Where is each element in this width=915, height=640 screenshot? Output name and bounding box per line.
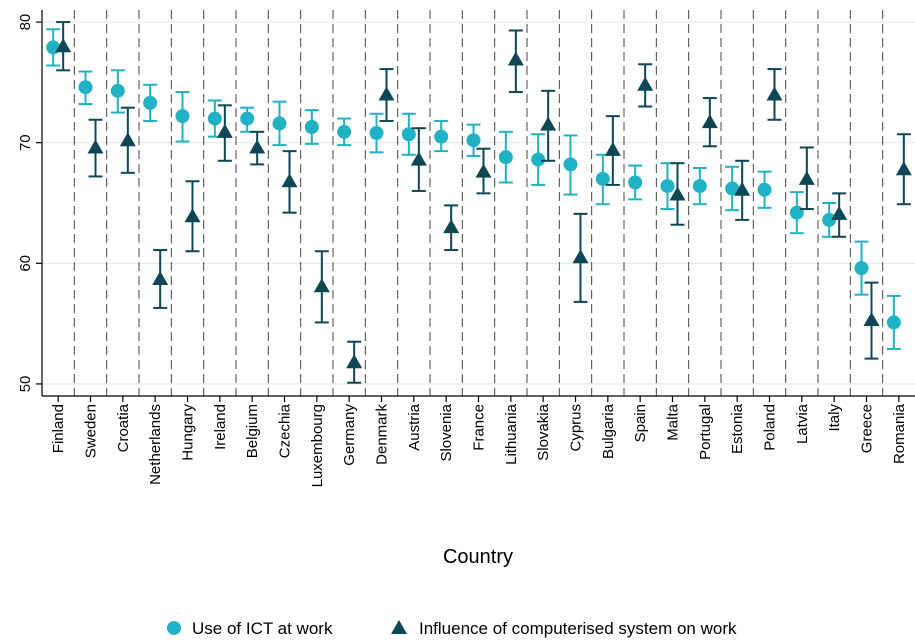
point-computerised-luxembourg	[313, 278, 330, 293]
gridlines	[42, 21, 915, 385]
point-ict-cyprus	[563, 157, 578, 172]
point-ict-ireland	[207, 111, 222, 126]
point-computerised-portugal	[701, 114, 718, 129]
point-ict-estonia	[725, 181, 740, 196]
x-tick-label-denmark: Denmark	[374, 404, 391, 465]
point-ict-austria	[401, 127, 416, 142]
x-tick-label-spain: Spain	[632, 404, 649, 442]
point-computerised-denmark	[378, 86, 395, 101]
point-ict-malta	[660, 179, 675, 194]
x-tick-label-poland: Poland	[762, 404, 779, 451]
x-tick-label-germany: Germany	[341, 404, 358, 466]
x-axis-title: Country	[443, 546, 513, 568]
y-tick-label-60: 60	[17, 255, 34, 272]
x-tick-label-france: France	[471, 404, 488, 451]
x-tick-label-portugal: Portugal	[697, 404, 714, 460]
y-ticks: 50 60 70 80	[17, 14, 42, 393]
category-separators	[73, 10, 884, 396]
point-ict-portugal	[692, 179, 707, 194]
point-computerised-romania	[895, 161, 912, 176]
x-tick-label-romania: Romania	[891, 403, 908, 464]
point-ict-luxembourg	[304, 120, 319, 135]
point-ict-slovakia	[531, 152, 546, 167]
x-tick-label-estonia: Estonia	[729, 403, 746, 454]
point-ict-croatia	[110, 83, 125, 98]
x-tick-label-czechia: Czechia	[277, 403, 294, 458]
x-tick-label-slovenia: Slovenia	[438, 403, 455, 461]
legend: Use of ICT at work Influence of computer…	[167, 619, 737, 638]
point-ict-denmark	[369, 126, 384, 141]
point-ict-hungary	[175, 109, 190, 124]
data-marks	[46, 21, 912, 384]
point-ict-czechia	[272, 116, 287, 131]
point-computerised-slovakia	[540, 116, 557, 131]
point-ict-lithuania	[498, 150, 513, 165]
point-computerised-ireland	[216, 123, 233, 138]
point-computerised-malta	[669, 186, 686, 201]
point-ict-netherlands	[143, 95, 158, 110]
point-computerised-greece	[863, 312, 880, 327]
point-computerised-croatia	[119, 132, 136, 147]
point-ict-bulgaria	[595, 171, 610, 186]
point-computerised-germany	[346, 354, 363, 369]
x-tick-label-croatia: Croatia	[115, 403, 132, 452]
point-computerised-estonia	[734, 181, 751, 196]
x-tick-label-italy: Italy	[826, 404, 843, 432]
point-computerised-spain	[637, 76, 654, 91]
legend-label-ict: Use of ICT at work	[192, 619, 333, 638]
point-computerised-france	[475, 163, 492, 178]
x-tick-label-hungary: Hungary	[180, 404, 197, 461]
legend-label-computerised: Influence of computerised system on work	[419, 619, 737, 638]
point-computerised-belgium	[249, 139, 266, 154]
point-ict-italy	[822, 212, 837, 227]
x-tick-label-finland: Finland	[50, 404, 67, 453]
legend-marker-ict	[167, 621, 181, 635]
point-ict-romania	[886, 315, 901, 330]
point-ict-spain	[628, 175, 643, 190]
y-tick-label-50: 50	[17, 376, 34, 393]
point-computerised-latvia	[798, 170, 815, 185]
y-tick-label-80: 80	[17, 14, 34, 31]
point-computerised-cyprus	[572, 249, 589, 264]
point-computerised-czechia	[281, 173, 298, 188]
point-ict-germany	[337, 124, 352, 139]
x-tick-label-lithuania: Lithuania	[503, 403, 520, 465]
point-ict-greece	[854, 261, 869, 276]
point-ict-france	[466, 133, 481, 148]
x-tick-label-greece: Greece	[859, 404, 876, 453]
point-computerised-sweden	[87, 139, 104, 154]
point-computerised-hungary	[184, 208, 201, 223]
point-computerised-italy	[831, 205, 848, 220]
point-computerised-slovenia	[443, 219, 460, 234]
x-tick-label-slovakia: Slovakia	[535, 403, 552, 460]
point-computerised-netherlands	[152, 270, 169, 285]
x-tick-label-latvia: Latvia	[794, 403, 811, 444]
point-computerised-austria	[410, 151, 427, 166]
point-ict-belgium	[240, 111, 255, 126]
point-computerised-lithuania	[507, 51, 524, 66]
x-tick-label-sweden: Sweden	[83, 404, 100, 458]
x-tick-label-netherlands: Netherlands	[147, 404, 164, 485]
point-ict-poland	[757, 182, 772, 197]
point-ict-sweden	[78, 80, 93, 95]
point-computerised-finland	[55, 38, 72, 53]
x-tick-label-luxembourg: Luxembourg	[309, 404, 326, 487]
x-ticks: Finland Sweden Croatia Netherlands Hungary Ir…	[50, 396, 908, 487]
point-ict-latvia	[789, 205, 804, 220]
x-tick-label-malta: Malta	[665, 403, 682, 440]
x-tick-label-cyprus: Cyprus	[568, 404, 585, 452]
legend-marker-computerised	[391, 620, 407, 634]
y-tick-label-70: 70	[17, 134, 34, 151]
x-tick-label-austria: Austria	[406, 403, 423, 450]
point-computerised-poland	[766, 86, 783, 101]
x-tick-label-belgium: Belgium	[244, 404, 261, 458]
x-tick-label-bulgaria: Bulgaria	[600, 403, 617, 459]
point-computerised-bulgaria	[604, 141, 621, 156]
point-ict-slovenia	[434, 129, 449, 144]
axes	[41, 10, 915, 397]
x-tick-label-ireland: Ireland	[212, 404, 229, 450]
